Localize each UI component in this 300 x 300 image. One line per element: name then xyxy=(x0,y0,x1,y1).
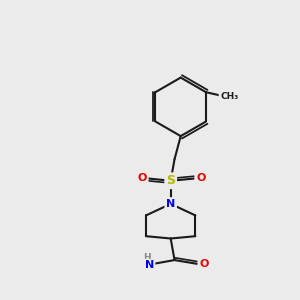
Text: O: O xyxy=(196,173,206,184)
Text: O: O xyxy=(137,173,147,184)
Text: S: S xyxy=(166,174,175,187)
Text: O: O xyxy=(199,259,208,269)
Text: N: N xyxy=(166,199,175,209)
Text: N: N xyxy=(145,260,154,271)
Text: H: H xyxy=(143,253,151,262)
Text: CH₃: CH₃ xyxy=(220,92,238,100)
